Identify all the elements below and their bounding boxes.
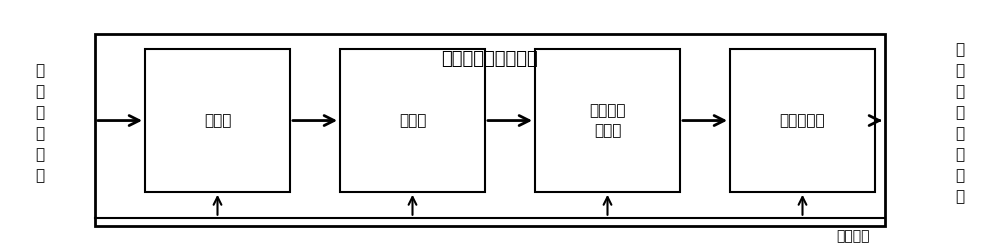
Bar bbox=[535, 49, 680, 192]
Bar bbox=[340, 49, 485, 192]
Text: 控制信号: 控制信号 bbox=[836, 229, 870, 243]
Text: 帧同步处
理单元: 帧同步处 理单元 bbox=[589, 103, 626, 138]
Bar bbox=[95, 34, 885, 226]
Text: 接
收
通
道
单
元: 接 收 通 道 单 元 bbox=[35, 63, 45, 183]
Bar bbox=[730, 49, 875, 192]
Bar bbox=[145, 49, 290, 192]
Text: 解调器: 解调器 bbox=[399, 113, 426, 128]
Text: 解扰码单元: 解扰码单元 bbox=[780, 113, 825, 128]
Text: 解扩器: 解扩器 bbox=[204, 113, 231, 128]
Text: 信
源
解
码
同
步
单
元: 信 源 解 码 同 步 单 元 bbox=[955, 42, 965, 204]
Text: 解扩及信道解码单元: 解扩及信道解码单元 bbox=[442, 50, 538, 68]
